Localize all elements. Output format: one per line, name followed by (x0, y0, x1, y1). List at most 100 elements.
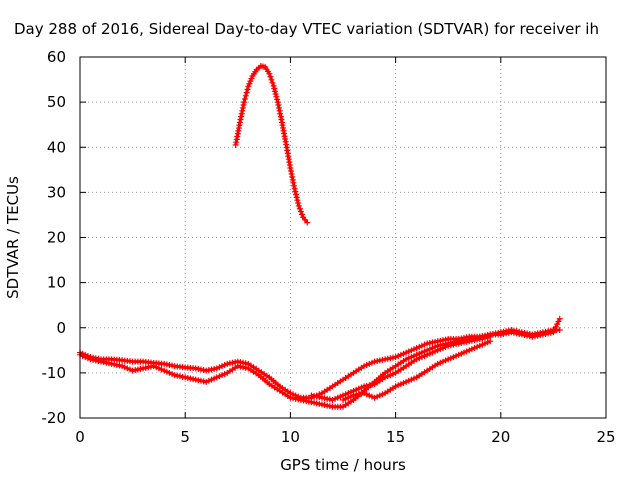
data-point-marker (295, 202, 302, 209)
data-point-marker (400, 350, 407, 357)
data-point-marker (408, 376, 415, 383)
data-point-marker (290, 179, 297, 186)
data-point-marker (355, 385, 362, 392)
data-point-marker (293, 191, 300, 198)
data-point-marker (270, 82, 277, 89)
data-point-marker (453, 352, 460, 359)
data-point-marker (463, 348, 470, 355)
data-point-marker (278, 116, 285, 123)
data-point-marker (411, 346, 418, 353)
data-point-marker (82, 354, 89, 361)
y-axis-label: SDTVAR / TECUs (4, 176, 22, 299)
x-tick-label: 15 (386, 428, 405, 446)
data-point-marker (421, 341, 428, 348)
data-point-marker (405, 377, 412, 384)
data-point-marker (304, 219, 311, 226)
grid-lines (80, 57, 606, 418)
data-point-marker (458, 350, 465, 357)
data-point-marker (392, 354, 399, 361)
data-point-marker (267, 73, 274, 80)
data-point-marker (371, 394, 378, 401)
data-point-marker (361, 363, 368, 370)
data-point-marker (203, 378, 210, 385)
data-point-marker (550, 329, 557, 336)
data-point-marker (366, 392, 373, 399)
data-point-marker (329, 396, 336, 403)
data-point-marker (296, 205, 303, 212)
data-point-marker (213, 374, 220, 381)
data-point-marker (358, 384, 365, 391)
data-point-marker (342, 395, 349, 402)
data-point-marker (238, 113, 245, 120)
data-point-marker (291, 185, 298, 192)
data-point-marker (387, 372, 394, 379)
data-point-marker (555, 318, 562, 325)
y-tick-label: 0 (56, 319, 66, 337)
y-tick-label: 10 (47, 274, 66, 292)
data-point-marker (153, 364, 160, 371)
data-point-marker (294, 197, 301, 204)
data-point-marker (556, 315, 563, 322)
data-point-marker (121, 364, 128, 371)
data-point-marker (447, 355, 454, 362)
data-point-marker (205, 377, 212, 384)
data-point-marker (554, 321, 561, 328)
data-point-marker (552, 323, 559, 330)
data-series (77, 63, 563, 410)
data-point-marker (332, 395, 339, 402)
x-tick-label: 0 (75, 428, 85, 446)
data-point-marker (450, 354, 457, 361)
data-point-marker (466, 347, 473, 354)
data-point-marker (426, 350, 433, 357)
data-point-marker (169, 371, 176, 378)
data-point-marker (413, 356, 420, 363)
data-point-marker (353, 386, 360, 393)
x-tick-label: 20 (491, 428, 510, 446)
data-point-marker (434, 360, 441, 367)
data-point-marker (271, 88, 278, 95)
y-tick-label: -10 (42, 364, 67, 382)
x-tick-label: 25 (596, 428, 615, 446)
data-point-marker (288, 170, 295, 177)
x-axis-label: GPS time / hours (280, 456, 406, 474)
data-point-marker (439, 358, 446, 365)
data-point-marker (363, 391, 370, 398)
data-point-marker (392, 383, 399, 390)
data-point-marker (408, 354, 415, 361)
data-point-marker (361, 390, 368, 397)
data-point-marker (241, 95, 248, 102)
data-point-marker (334, 394, 341, 401)
data-point-marker (288, 167, 295, 174)
data-point-marker (479, 341, 486, 348)
data-point-marker (241, 99, 248, 106)
data-point-marker (397, 351, 404, 358)
data-point-marker (418, 354, 425, 361)
data-point-marker (416, 343, 423, 350)
data-point-marker (471, 345, 478, 352)
data-point-marker (266, 70, 273, 77)
series-1 (232, 63, 311, 226)
data-point-marker (432, 348, 439, 355)
data-point-marker (275, 104, 282, 111)
data-point-marker (442, 357, 449, 364)
data-point-marker (274, 99, 281, 106)
data-point-marker (437, 359, 444, 366)
data-point-marker (395, 352, 402, 359)
data-point-marker (287, 165, 294, 172)
data-point-marker (298, 211, 305, 218)
data-point-marker (389, 371, 396, 378)
data-point-marker (150, 363, 157, 370)
data-point-marker (155, 365, 162, 372)
data-point-marker (413, 345, 420, 352)
data-point-marker (297, 208, 304, 215)
data-point-marker (219, 363, 226, 370)
data-point-marker (416, 355, 423, 362)
data-point-marker (166, 369, 173, 376)
data-point-marker (211, 375, 218, 382)
data-point-marker (455, 351, 462, 358)
data-point-marker (421, 352, 428, 359)
data-point-marker (482, 340, 489, 347)
data-point-marker (418, 342, 425, 349)
